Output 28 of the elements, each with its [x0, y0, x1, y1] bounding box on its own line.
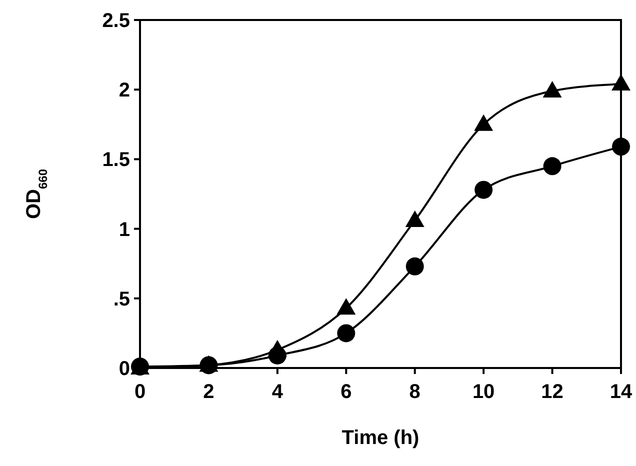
y-tick-label: 2 [118, 80, 130, 102]
x-tick-label: 12 [541, 381, 564, 403]
x-tick-label: 8 [409, 381, 420, 403]
x-axis-title: Time (h) [342, 427, 420, 449]
x-tick-label: 6 [340, 381, 352, 403]
point [612, 138, 630, 156]
point [336, 298, 356, 315]
point [405, 210, 424, 227]
y-tick-label: 1 [118, 218, 130, 241]
y-tick-label: .5 [113, 288, 130, 310]
x-tick-label: 4 [272, 381, 284, 403]
point [200, 356, 218, 374]
y-tick-label: 1.5 [102, 149, 130, 172]
point [474, 114, 494, 131]
point [543, 157, 562, 176]
y-tick-label: 2.5 [102, 10, 130, 32]
point [474, 180, 493, 199]
x-tick-label: 14 [610, 381, 633, 403]
x-tick-label: 2 [203, 381, 214, 403]
point [542, 80, 562, 98]
point [268, 346, 286, 364]
x-tick-label: 0 [134, 381, 146, 403]
x-tick-label: 10 [472, 381, 495, 403]
point [406, 257, 424, 276]
y-tick-label: 0 [118, 358, 130, 380]
point [612, 74, 630, 91]
point [337, 324, 356, 342]
point [131, 358, 149, 376]
